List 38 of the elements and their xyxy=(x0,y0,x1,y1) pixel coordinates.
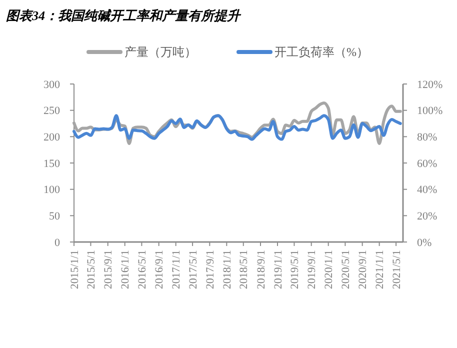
x-tick-label: 2017/1/1 xyxy=(170,250,183,290)
y2-tick-label: 0% xyxy=(417,236,432,249)
legend-label: 开工负荷率（%） xyxy=(274,45,368,60)
x-tick-label: 2020/5/1 xyxy=(340,250,352,290)
y2-tick-label: 120% xyxy=(417,78,443,91)
x-tick-label: 2019/9/1 xyxy=(306,250,318,290)
x-tick-label: 2017/5/1 xyxy=(187,250,200,290)
x-tick-label: 2016/1/1 xyxy=(120,250,132,290)
y-tick-label: 200 xyxy=(44,132,60,144)
x-tick-label: 2018/5/1 xyxy=(238,250,250,290)
legend-label: 产量（万吨） xyxy=(124,45,196,60)
y-tick-label: 250 xyxy=(44,105,60,118)
chart-title: 图表34：我国纯碱开工率和产量有所提升 xyxy=(6,8,242,23)
y2-tick-label: 80% xyxy=(417,132,438,144)
y-tick-label: 300 xyxy=(44,78,60,91)
x-tick-label: 2019/5/1 xyxy=(289,250,302,290)
x-tick-label: 2021/5/1 xyxy=(390,250,403,290)
x-tick-label: 2015/1/1 xyxy=(68,250,81,290)
x-tick-label: 2015/5/1 xyxy=(86,250,98,290)
y-tick-label: 100 xyxy=(44,184,60,196)
x-tick-label: 2016/5/1 xyxy=(136,250,149,290)
x-tick-label: 2020/1/1 xyxy=(323,250,336,290)
y2-tick-label: 60% xyxy=(417,158,438,170)
x-tick-label: 2017/9/1 xyxy=(204,250,217,290)
y-tick-label: 0 xyxy=(54,236,60,249)
x-tick-label: 2019/1/1 xyxy=(272,250,284,290)
x-tick-label: 2016/9/1 xyxy=(154,250,166,290)
y2-tick-label: 40% xyxy=(417,184,438,196)
y-tick-label: 150 xyxy=(44,158,60,170)
y2-tick-label: 100% xyxy=(417,105,443,118)
x-tick-label: 2018/1/1 xyxy=(222,250,234,290)
line-series xyxy=(72,114,402,141)
x-tick-label: 2020/9/1 xyxy=(357,250,370,290)
x-tick-label: 2021/1/1 xyxy=(374,250,386,290)
y-tick-label: 50 xyxy=(49,210,60,223)
x-tick-label: 2015/9/1 xyxy=(102,250,115,290)
y2-tick-label: 20% xyxy=(417,210,438,223)
x-tick-label: 2018/9/1 xyxy=(255,250,268,290)
